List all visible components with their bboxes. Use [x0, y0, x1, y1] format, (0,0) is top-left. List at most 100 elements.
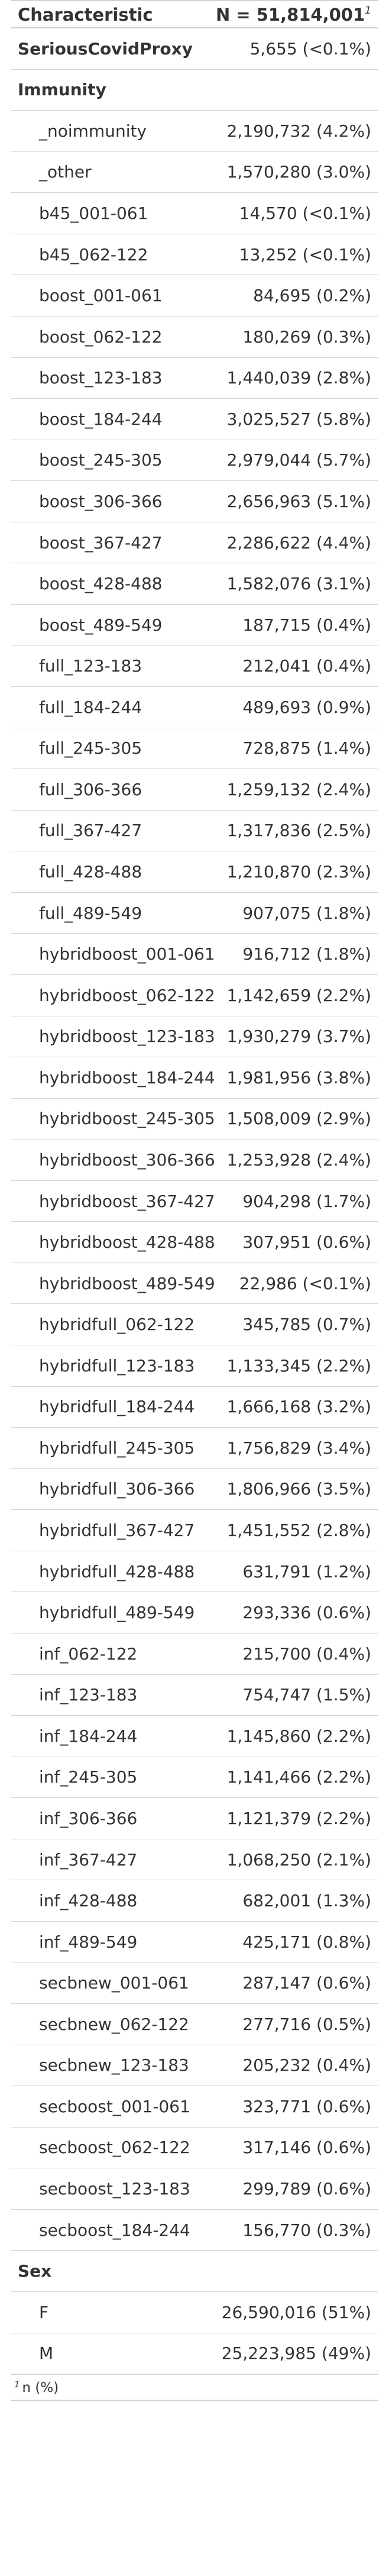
level-label: hybridboost_062-122: [11, 974, 215, 1016]
level-label: full_489-549: [11, 892, 194, 934]
stat-value: 277,716 (0.5%): [194, 2003, 378, 2045]
stat-value: 2,979,044 (5.7%): [194, 439, 378, 481]
variable-label: SeriousCovidProxy: [18, 38, 193, 59]
stat-value: 317,146 (0.6%): [194, 2126, 378, 2168]
stat-value: 754,747 (1.5%): [194, 1674, 378, 1716]
level-label: full_428-488: [11, 851, 194, 893]
level-label: hybridboost_367-427: [11, 1180, 215, 1222]
level-label: inf_306-366: [11, 1797, 194, 1839]
table-row: hybridboost_123-183 1,930,279 (3.7%): [11, 1015, 378, 1057]
level-label: boost_184-244: [11, 398, 194, 440]
stat-value: 1,253,928 (2.4%): [194, 1139, 378, 1181]
level-label: hybridfull_489-549: [11, 1592, 194, 1634]
table-row: full_123-183 212,041 (0.4%): [11, 645, 378, 687]
level-label: hybridfull_123-183: [11, 1345, 194, 1387]
stat-value: 5,655 (<0.1%): [249, 38, 371, 59]
level-label: inf_062-122: [11, 1632, 194, 1674]
level-label: hybridfull_306-366: [11, 1468, 194, 1510]
level-label: hybridboost_489-549: [11, 1262, 215, 1304]
level-label: inf_184-244: [11, 1715, 194, 1757]
table-row: Immunity: [11, 69, 378, 111]
stat-value: 307,951 (0.6%): [194, 1221, 378, 1263]
table-row: _other 1,570,280 (3.0%): [11, 151, 378, 193]
stat-value: 1,451,552 (2.8%): [194, 1509, 378, 1551]
stat-value: 3,025,527 (5.8%): [194, 398, 378, 440]
level-label: boost_367-427: [11, 521, 194, 563]
stat-value: 156,770 (0.3%): [194, 2209, 378, 2251]
level-label: secboost_001-061: [11, 2086, 194, 2128]
level-label: hybridfull_367-427: [11, 1509, 194, 1551]
table-row: hybridfull_245-305 1,756,829 (3.4%): [11, 1427, 378, 1469]
stat-value: 1,806,966 (3.5%): [194, 1468, 378, 1510]
level-label: hybridboost_001-061: [11, 933, 215, 975]
stat-value: 904,298 (1.7%): [194, 1180, 378, 1222]
stat-value: 345,785 (0.7%): [194, 1303, 378, 1345]
level-label: boost_001-061: [11, 275, 194, 317]
stat-value: 1,141,466 (2.2%): [194, 1756, 378, 1798]
level-label: boost_123-183: [11, 357, 194, 399]
table-row: inf_184-244 1,145,860 (2.2%): [11, 1715, 378, 1757]
level-label: b45_001-061: [11, 192, 194, 234]
stat-value: 323,771 (0.6%): [194, 2086, 378, 2128]
table-row: hybridboost_062-122 1,142,659 (2.2%): [11, 974, 378, 1016]
characteristic-header: Characteristic: [11, 2, 194, 28]
stat-value: 1,133,345 (2.2%): [194, 1345, 378, 1387]
n-header-label: N = 51,814,001: [215, 5, 365, 25]
table-row: hybridfull_123-183 1,133,345 (2.2%): [11, 1345, 378, 1387]
table-row: hybridfull_184-244 1,666,168 (3.2%): [11, 1386, 378, 1428]
stat-value: 215,700 (0.4%): [194, 1632, 378, 1674]
level-label: _noimmunity: [11, 110, 194, 152]
level-label: secbnew_123-183: [11, 2044, 194, 2086]
table-row: secbnew_001-061 287,147 (0.6%): [11, 1962, 378, 2004]
stat-value: 1,570,280 (3.0%): [194, 151, 378, 193]
table-row: hybridfull_367-427 1,451,552 (2.8%): [11, 1509, 378, 1551]
table-row: hybridboost_428-488 307,951 (0.6%): [11, 1221, 378, 1263]
table-row: boost_489-549 187,715 (0.4%): [11, 603, 378, 645]
stat-value: 22,986 (<0.1%): [194, 1262, 378, 1304]
stat-value: 682,001 (1.3%): [194, 1880, 378, 1922]
level-label: hybridfull_245-305: [11, 1427, 194, 1469]
table-row: inf_245-305 1,141,466 (2.2%): [11, 1756, 378, 1798]
table-row: boost_428-488 1,582,076 (3.1%): [11, 563, 378, 605]
stat-value: 489,693 (0.9%): [194, 686, 378, 728]
table-row: secboost_001-061 323,771 (0.6%): [11, 2086, 378, 2128]
stat-value: [194, 69, 378, 111]
table-row: hybridfull_062-122 345,785 (0.7%): [11, 1303, 378, 1345]
table-row: hybridboost_367-427 904,298 (1.7%): [11, 1180, 378, 1222]
level-label: secbnew_062-122: [11, 2003, 194, 2045]
table-row: full_367-427 1,317,836 (2.5%): [11, 809, 378, 851]
level-label: secbnew_001-061: [11, 1962, 194, 2004]
level-label: hybridboost_428-488: [11, 1221, 215, 1263]
summary-table: Characteristic N = 51,814,0011 SeriousCo…: [11, 0, 378, 2401]
level-label: hybridboost_184-244: [11, 1057, 215, 1099]
table-row: inf_062-122 215,700 (0.4%): [11, 1632, 378, 1674]
level-label: inf_367-427: [11, 1838, 194, 1880]
stat-value: 1,981,956 (3.8%): [194, 1057, 378, 1099]
level-label: hybridboost_306-366: [11, 1139, 215, 1181]
stat-value: 1,508,009 (2.9%): [194, 1097, 378, 1139]
stat-value: 1,259,132 (2.4%): [194, 769, 378, 811]
table-row: hybridboost_184-244 1,981,956 (3.8%): [11, 1057, 378, 1099]
level-label: boost_489-549: [11, 603, 194, 645]
level-label: inf_489-549: [11, 1920, 194, 1962]
table-row: inf_489-549 425,171 (0.8%): [11, 1920, 378, 1962]
stat-value: 25,223,985 (49%): [194, 2332, 378, 2375]
table-row: b45_062-122 13,252 (<0.1%): [11, 233, 378, 275]
stat-value: 187,715 (0.4%): [194, 603, 378, 645]
stat-value: 1,756,829 (3.4%): [194, 1427, 378, 1469]
n-header: N = 51,814,0011: [194, 2, 378, 28]
stat-value: 1,666,168 (3.2%): [194, 1386, 378, 1428]
stat-value: 287,147 (0.6%): [194, 1962, 378, 2004]
table-row: b45_001-061 14,570 (<0.1%): [11, 192, 378, 234]
level-label: secboost_123-183: [11, 2168, 194, 2210]
variable-label: Immunity: [11, 69, 194, 111]
table-row: boost_123-183 1,440,039 (2.8%): [11, 357, 378, 399]
table-row: full_489-549 907,075 (1.8%): [11, 892, 378, 934]
level-label: F: [11, 2291, 194, 2333]
footnote-text: n (%): [22, 2380, 59, 2396]
stat-value: 1,930,279 (3.7%): [194, 1015, 378, 1057]
level-label: boost_428-488: [11, 563, 194, 605]
